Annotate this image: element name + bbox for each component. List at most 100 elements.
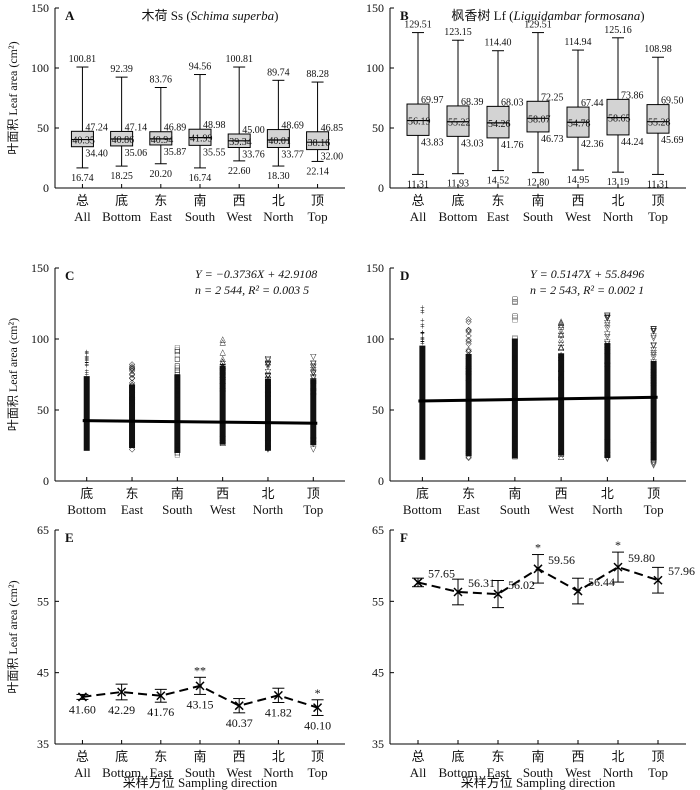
mean-value-label: 56.02: [508, 578, 535, 592]
scatter-point: +: [84, 352, 89, 361]
scatter-point: ◇: [129, 373, 136, 382]
scatter-point: □: [175, 391, 180, 400]
box-q1-label: 34.40: [85, 149, 108, 160]
scatter-point: ▽: [310, 388, 317, 397]
regression-equation: Y = −0.3736X + 42.9108: [195, 267, 317, 281]
y-tick-label: 65: [372, 523, 384, 537]
y-axis-title: 叶面积 Leaf area (cm²): [6, 580, 20, 693]
x-tick-label-en: South: [523, 765, 554, 780]
scatter-point: △: [220, 376, 227, 385]
scatter-point: ◇: [129, 380, 136, 389]
scatter-point: +: [84, 361, 89, 370]
scatter-point: △: [220, 364, 227, 373]
scatter-point: +: [84, 374, 89, 383]
scatter-point: ▽: [651, 332, 658, 341]
scatter-point: ▽: [604, 313, 611, 322]
x-tick-label-en: Top: [644, 502, 664, 517]
scatter-point: △: [220, 376, 227, 385]
mean-value-label: 56.31: [468, 576, 495, 590]
scatter-point: □: [175, 362, 180, 371]
scatter-point: +: [84, 358, 89, 367]
scatter-point: ◇: [129, 393, 136, 402]
scatter-point: +: [84, 370, 89, 379]
scatter-point: ▽: [604, 318, 611, 327]
scatter-point: ▽: [265, 390, 272, 399]
scatter-point: ◇: [129, 364, 136, 373]
box-q3-label: 48.69: [281, 121, 304, 132]
x-tick-label-cn: 底: [80, 486, 93, 501]
y-tick-label: 35: [37, 737, 49, 751]
scatter-point: ◇: [466, 367, 473, 376]
box-max-label: 125.16: [604, 25, 632, 36]
y-tick-label: 0: [378, 181, 384, 195]
x-tick-label-cn: 北: [272, 193, 285, 208]
significance-marker: *: [535, 541, 541, 555]
scatter-point: ◇: [129, 387, 136, 396]
scatter-point: △: [558, 335, 565, 344]
mean-marker-stroke: [573, 586, 583, 596]
scatter-point: □: [512, 313, 517, 322]
y-tick-label: 50: [37, 403, 49, 417]
scatter-point: ▽: [265, 354, 272, 363]
x-tick-label-en: Bottom: [102, 209, 141, 224]
scatter-point: □: [175, 378, 180, 387]
scatter-point: △: [220, 366, 227, 375]
scatter-point: ◇: [466, 335, 473, 344]
box-q1-label: 33.76: [242, 149, 265, 160]
x-tick-label-cn: 顶: [651, 193, 664, 208]
scatter-point: ◇: [129, 393, 136, 402]
x-tick-label-cn: 北: [611, 193, 624, 208]
x-tick-label-cn: 西: [571, 749, 584, 764]
x-tick-label-cn: 西: [555, 486, 568, 501]
scatter-point: △: [220, 357, 227, 366]
scatter-point: △: [558, 364, 565, 373]
box-iqr: [486, 105, 510, 139]
scatter-point: ▽: [265, 372, 272, 381]
scatter-point: △: [558, 372, 565, 381]
scatter-point: ▽: [265, 360, 272, 369]
scatter-point: ◇: [129, 439, 136, 448]
x-tick-label-cn: 南: [531, 193, 544, 208]
scatter-point: ▽: [604, 332, 611, 341]
x-tick-label-cn: 南: [193, 193, 206, 208]
box-q3-label: 68.39: [461, 97, 484, 108]
y-tick-label: 50: [372, 403, 384, 417]
box-max-label: 89.74: [267, 67, 290, 78]
box-max-label: 108.98: [644, 44, 672, 55]
scatter-point: ▽: [604, 343, 611, 352]
scatter-point: □: [512, 354, 517, 363]
scatter-point: +: [420, 452, 425, 461]
scatter-point: +: [420, 306, 425, 315]
scatter-point: ▽: [651, 348, 658, 357]
scatter-point: ◇: [466, 326, 473, 335]
scatter-point: +: [84, 376, 89, 385]
scatter-point: +: [84, 356, 89, 365]
x-tick-label-cn: 底: [451, 193, 464, 208]
scatter-point: ▽: [265, 394, 272, 403]
x-tick-label-cn: 南: [171, 486, 184, 501]
scatter-point: ▽: [310, 379, 317, 388]
scatter-point: ▽: [604, 365, 611, 374]
scatter-point: ◇: [466, 331, 473, 340]
scatter-point: △: [220, 347, 227, 356]
scatter-point: ▽: [265, 438, 272, 447]
scatter-point: □: [512, 355, 517, 364]
x-tick-label-cn: 东: [462, 486, 475, 501]
scatter-point: □: [175, 451, 180, 460]
y-tick-label: 150: [366, 261, 384, 275]
scatter-point: ▽: [651, 334, 658, 343]
x-tick-label-cn: 东: [154, 193, 167, 208]
x-tick-label-cn: 西: [233, 193, 246, 208]
scatter-point: ◇: [129, 373, 136, 382]
scatter-point: ▽: [310, 376, 317, 385]
mean-marker-stroke: [453, 587, 463, 597]
y-tick-label: 35: [372, 737, 384, 751]
x-tick-label-en: All: [74, 209, 91, 224]
scatter-point: □: [512, 452, 517, 461]
scatter-point: □: [512, 339, 517, 348]
y-tick-label: 150: [31, 1, 49, 15]
mean-marker-stroke: [493, 589, 503, 599]
scatter-point: △: [220, 438, 227, 447]
scatter-point: □: [175, 345, 180, 354]
scatter-point: ▽: [310, 368, 317, 377]
